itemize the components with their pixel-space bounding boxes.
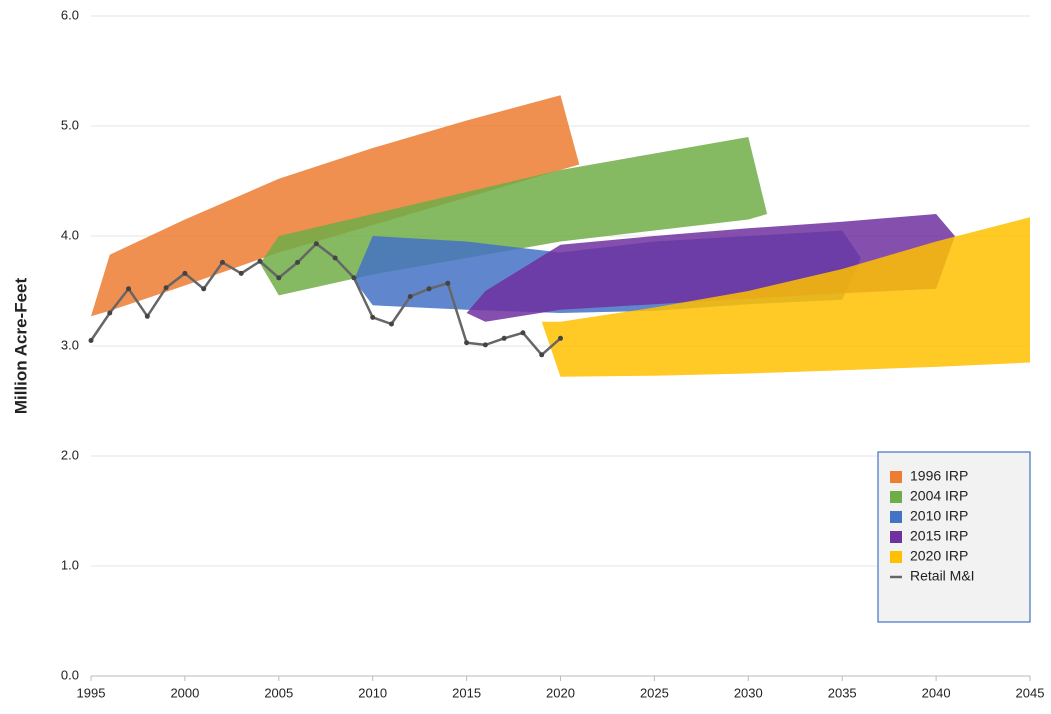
legend-box <box>877 451 1031 623</box>
legend-label: 2010 IRP <box>910 508 968 524</box>
point <box>464 340 470 346</box>
x-tick-label: 2040 <box>922 685 951 700</box>
y-axis-label: Million Acre-Feet <box>11 278 30 415</box>
point <box>313 241 319 247</box>
point <box>126 286 132 292</box>
x-tick-label: 2045 <box>1016 685 1045 700</box>
legend-label: 2004 IRP <box>910 488 968 504</box>
x-tick-label: 2010 <box>358 685 387 700</box>
legend-label: 2015 IRP <box>910 528 968 544</box>
point <box>163 285 169 291</box>
x-tick-label: 2025 <box>640 685 669 700</box>
point <box>520 330 526 336</box>
point <box>407 294 413 299</box>
point <box>351 275 357 281</box>
band <box>541 217 1030 377</box>
point <box>426 286 432 292</box>
y-tick-label: 5.0 <box>61 117 79 132</box>
point <box>276 275 282 281</box>
legend-label: 2020 IRP <box>910 548 968 564</box>
x-tick-label: 2030 <box>734 685 763 700</box>
legend-label: Retail M&I <box>910 568 975 584</box>
point <box>144 313 150 319</box>
point <box>201 286 207 292</box>
x-tick-label: 2000 <box>170 685 199 700</box>
point <box>332 255 338 261</box>
x-tick-label: 1995 <box>77 685 106 700</box>
y-tick-label: 3.0 <box>61 337 79 352</box>
legend-symbol <box>890 531 902 543</box>
legend-symbol <box>890 511 902 523</box>
x-tick-label: 2020 <box>546 685 575 700</box>
point <box>238 270 244 276</box>
band <box>91 95 580 317</box>
point <box>445 280 451 286</box>
point <box>219 259 225 265</box>
band <box>466 214 955 322</box>
line <box>89 242 562 357</box>
legend: 1996 IRP 2004 IRP 2010 IRP 2015 IRP 2020 IRP… <box>877 451 1031 623</box>
point <box>388 321 394 327</box>
point <box>182 270 188 276</box>
y-tick-label: 2.0 <box>61 447 79 462</box>
point <box>558 335 563 341</box>
x-tick-label: 2035 <box>828 685 857 700</box>
point <box>295 259 301 265</box>
y-tick-label: 1.0 <box>61 557 79 572</box>
point <box>482 342 488 348</box>
point <box>501 335 507 341</box>
point <box>539 352 545 358</box>
x-tick-label: 2005 <box>264 685 293 700</box>
legend-symbol <box>890 491 902 503</box>
point <box>88 338 94 343</box>
point <box>107 310 113 316</box>
y-tick-label: 4.0 <box>61 227 79 242</box>
legend-label: 1996 IRP <box>910 468 968 484</box>
y-tick-label: 6.0 <box>61 7 79 22</box>
point <box>370 314 376 320</box>
legend-symbol <box>890 471 902 483</box>
y-tick-label: 0.0 <box>61 667 79 682</box>
legend-symbol <box>890 551 902 563</box>
x-tick-label: 2015 <box>452 685 481 700</box>
point <box>257 258 263 264</box>
